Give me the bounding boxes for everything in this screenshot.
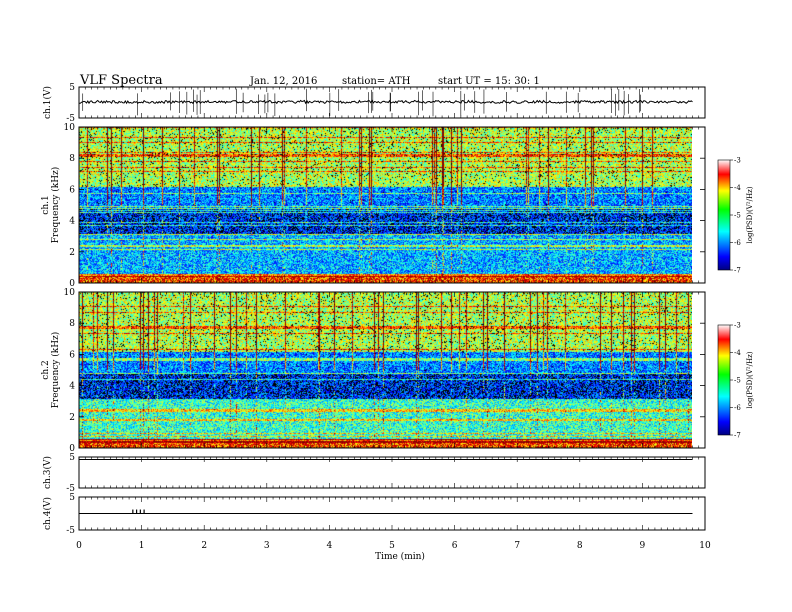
y-tick-label: 2 [69,248,75,258]
start-time-label: start UT = 15: 30: 1 [438,76,540,87]
y-tick-label: 5 [69,453,75,463]
spectrogram-image [79,127,692,283]
date-label: Jan. 12, 2016 [249,76,317,87]
y-tick-label: 4 [69,217,75,227]
ch2-spectrogram-panel: 0 2 4 6 8 10 ch.2 Frequency (kHz) [41,288,706,454]
y-axis-label: ch.3(V) [42,456,53,489]
time-axis: 0 1 2 3 4 5 6 7 8 9 10 [76,541,711,551]
y-axis-label: Frequency (kHz) [50,332,61,409]
y-tick-label: 8 [69,154,75,164]
x-tick-label: 4 [327,541,333,551]
ch2-colorbar: -3 -4 -5 -6 -7 log(PSD)(V²/Hz) [717,322,754,440]
colorbar-tick-label: -6 [734,239,741,247]
x-tick-label: 6 [452,541,458,551]
y-axis-label: ch.2 [41,360,51,379]
colorbar-tick-label: -3 [734,157,741,165]
x-tick-label: 7 [514,541,520,551]
colorbar-tick-label: -6 [734,404,741,412]
colorbar-scale [717,159,731,271]
x-axis-label: Time (min) [375,551,425,562]
y-tick-label: 6 [69,350,75,360]
y-tick-label: 5 [69,493,75,503]
x-tick-label: 0 [76,541,82,551]
y-axis-label: Frequency (kHz) [50,167,61,244]
x-tick-label: 10 [699,541,711,551]
x-tick-label: 9 [640,541,646,551]
ch1-waveform-panel: 5 -5 ch.1(V) [42,83,706,124]
x-tick-label: 5 [389,541,395,551]
colorbar-scale [717,324,731,436]
ch1-trace [79,99,693,105]
ch4-waveform-panel: 5 -5 ch.4(V) [42,493,706,536]
colorbar-tick-label: -3 [734,322,741,330]
y-tick-label: -5 [66,114,75,124]
y-tick-label: 2 [69,413,75,423]
y-tick-label: 10 [64,288,76,298]
colorbar-label: log(PSD)(V²/Hz) [746,186,754,243]
station-label: station= ATH [342,76,411,87]
colorbar-tick-label: -7 [734,267,741,275]
figure-title: VLF Spectra [79,73,163,88]
x-tick-label: 2 [201,541,207,551]
y-tick-label: 8 [69,319,75,329]
y-axis-label: ch.4(V) [42,497,53,530]
colorbar-tick-label: -7 [734,432,741,440]
x-tick-label: 8 [577,541,583,551]
ch1-spectrogram-panel: 0 2 4 6 8 10 ch.1 Frequency (kHz) [41,123,706,289]
y-tick-label: 0 [69,444,75,454]
colorbar-tick-label: -4 [734,349,741,357]
y-axis-label: ch.1 [41,195,51,214]
ch3-waveform-panel: 5 -5 ch.3(V) [42,453,706,494]
y-tick-label: 4 [69,382,75,392]
x-tick-label: 3 [264,541,270,551]
y-axis-label: ch.1(V) [42,86,53,119]
ch1-colorbar: -3 -4 -5 -6 -7 log(PSD)(V²/Hz) [717,157,754,275]
x-tick-label: 1 [139,541,145,551]
colorbar-tick-label: -4 [734,184,741,192]
y-tick-label: -5 [66,484,75,494]
colorbar-tick-label: -5 [734,377,741,385]
colorbar-tick-label: -5 [734,212,741,220]
y-tick-label: 5 [69,83,75,93]
spectrogram-image [79,292,692,448]
y-tick-label: 6 [69,185,75,195]
y-tick-label: 0 [69,279,75,289]
y-tick-label: -5 [66,526,75,536]
colorbar-label: log(PSD)(V²/Hz) [746,351,754,408]
y-tick-label: 10 [64,123,76,133]
